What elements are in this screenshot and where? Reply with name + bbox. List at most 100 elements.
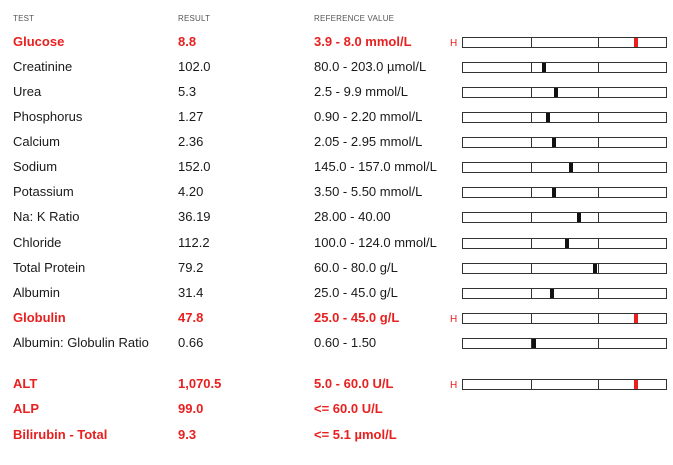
table-row: Glucose 8.8 3.9 - 8.0 mmol/L H: [0, 34, 673, 59]
range-bar: [462, 288, 667, 299]
range-divider: [530, 163, 532, 172]
table-row: Total Protein 79.2 60.0 - 80.0 g/L: [0, 260, 673, 285]
range-divider: [598, 213, 600, 222]
table-row: ALP 99.0 <= 60.0 U/L: [0, 401, 673, 426]
range-bar: [462, 187, 667, 198]
result-marker: [576, 213, 581, 222]
range-bar: [462, 137, 667, 148]
table-row: Bilirubin - Total 9.3 <= 5.1 µmol/L: [0, 427, 673, 452]
result-marker: [633, 380, 638, 389]
table-row: Potassium 4.20 3.50 - 5.50 mmol/L: [0, 184, 673, 209]
reference-value: 0.90 - 2.20 mmol/L: [314, 109, 423, 124]
range-divider: [530, 314, 532, 323]
test-result: 2.36: [178, 134, 204, 149]
range-divider: [598, 138, 600, 147]
test-name: Urea: [13, 84, 42, 99]
reference-value: 25.0 - 45.0 g/L: [314, 310, 400, 325]
column-header-reference: REFERENCE VALUE: [314, 14, 395, 23]
reference-value: 25.0 - 45.0 g/L: [314, 285, 398, 300]
result-marker: [633, 314, 638, 323]
range-divider: [598, 113, 600, 122]
result-marker: [550, 289, 555, 298]
table-row: Na: K Ratio 36.19 28.00 - 40.00: [0, 209, 673, 234]
reference-value: 2.5 - 9.9 mmol/L: [314, 84, 408, 99]
range-bar: [462, 338, 667, 349]
test-result: 79.2: [178, 260, 204, 275]
table-row: Creatinine 102.0 80.0 - 203.0 µmol/L: [0, 59, 673, 84]
range-divider: [530, 138, 532, 147]
range-bar: [462, 87, 667, 98]
reference-value: 3.50 - 5.50 mmol/L: [314, 184, 423, 199]
range-divider: [598, 239, 600, 248]
range-divider: [598, 163, 600, 172]
high-flag: H: [450, 380, 458, 391]
reference-value: 145.0 - 157.0 mmol/L: [314, 159, 437, 174]
test-name: Potassium: [13, 184, 74, 199]
result-marker: [552, 138, 557, 147]
test-result: 8.8: [178, 34, 197, 49]
result-marker: [552, 188, 557, 197]
test-result: 5.3: [178, 84, 197, 99]
test-result: 36.19: [178, 209, 211, 224]
test-name: ALP: [13, 401, 39, 416]
result-marker: [532, 339, 537, 348]
range-divider: [598, 289, 600, 298]
range-divider: [598, 38, 600, 47]
test-name: Albumin: [13, 285, 60, 300]
test-result: 152.0: [178, 159, 211, 174]
table-row: ALT 1,070.5 5.0 - 60.0 U/L H: [0, 376, 673, 401]
test-name: Albumin: Globulin Ratio: [13, 335, 149, 350]
test-result: 1.27: [178, 109, 204, 124]
range-divider: [530, 213, 532, 222]
range-divider: [530, 63, 532, 72]
range-bar: [462, 112, 667, 123]
table-row: Globulin 47.8 25.0 - 45.0 g/L H: [0, 310, 673, 335]
reference-value: 80.0 - 203.0 µmol/L: [314, 59, 427, 74]
reference-value: <= 5.1 µmol/L: [314, 427, 397, 442]
test-result: 47.8: [178, 310, 204, 325]
high-flag: H: [450, 314, 458, 325]
test-name: Creatinine: [13, 59, 73, 74]
test-name: Calcium: [13, 134, 60, 149]
result-marker: [592, 264, 597, 273]
test-name: Sodium: [13, 159, 58, 174]
test-result: 99.0: [178, 401, 204, 416]
range-divider: [598, 63, 600, 72]
result-marker: [554, 88, 559, 97]
result-marker: [633, 38, 638, 47]
range-bar: [462, 263, 667, 274]
result-marker: [568, 163, 573, 172]
range-divider: [598, 188, 600, 197]
result-marker: [542, 63, 547, 72]
column-header-result: RESULT: [178, 14, 211, 23]
range-divider: [530, 264, 532, 273]
range-divider: [598, 264, 600, 273]
range-divider: [530, 339, 532, 348]
test-name: Total Protein: [13, 260, 86, 275]
range-bar: [462, 212, 667, 223]
table-row: Phosphorus 1.27 0.90 - 2.20 mmol/L: [0, 109, 673, 134]
result-marker: [546, 113, 551, 122]
table-row: Albumin: Globulin Ratio 0.66 0.60 - 1.50: [0, 335, 673, 360]
range-divider: [530, 239, 532, 248]
test-result: 112.2: [178, 235, 210, 250]
reference-value: 5.0 - 60.0 U/L: [314, 376, 394, 391]
range-divider: [598, 88, 600, 97]
test-name: Bilirubin - Total: [13, 427, 108, 442]
range-divider: [598, 339, 600, 348]
test-result: 1,070.5: [178, 376, 222, 391]
reference-value: 3.9 - 8.0 mmol/L: [314, 34, 412, 49]
range-bar: [462, 62, 667, 73]
reference-value: <= 60.0 U/L: [314, 401, 383, 416]
reference-value: 0.60 - 1.50: [314, 335, 377, 350]
range-bar: [462, 238, 667, 249]
test-name: Chloride: [13, 235, 62, 250]
reference-value: 60.0 - 80.0 g/L: [314, 260, 398, 275]
range-divider: [598, 314, 600, 323]
table-row: Urea 5.3 2.5 - 9.9 mmol/L: [0, 84, 673, 109]
table-row: Calcium 2.36 2.05 - 2.95 mmol/L: [0, 134, 673, 159]
range-bar: [462, 379, 667, 390]
test-name: Globulin: [13, 310, 66, 325]
range-divider: [598, 380, 600, 389]
range-bar: [462, 162, 667, 173]
